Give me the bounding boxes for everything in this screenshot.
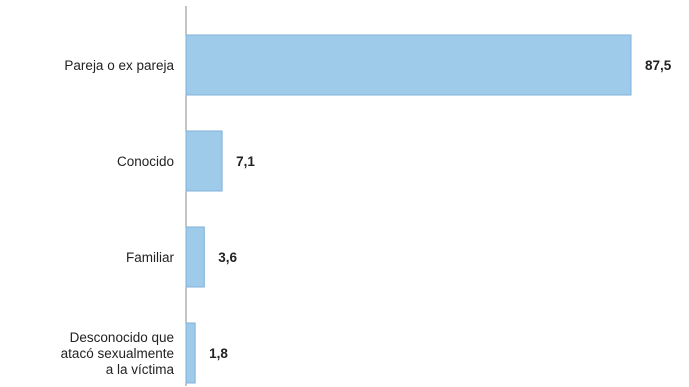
bar-2	[185, 226, 205, 288]
value-label-1: 7,1	[236, 154, 255, 169]
category-label-line: Pareja o ex pareja	[64, 58, 174, 73]
bar-0	[185, 34, 632, 96]
category-label-2: Familiar	[126, 250, 175, 265]
category-label-line: atacó sexualmente	[61, 346, 174, 361]
category-label-line: Desconocido que	[70, 330, 174, 345]
labels-layer: 87,5 Pareja o ex pareja 7,1 Conocido 3,6 Fami…	[61, 58, 672, 377]
bars-layer	[185, 34, 632, 384]
category-label-line: Familiar	[126, 250, 175, 265]
category-label-line: a la víctima	[106, 362, 175, 377]
value-label-0: 87,5	[645, 58, 672, 73]
value-label-3: 1,8	[209, 346, 228, 361]
category-label-line: Conocido	[117, 154, 174, 169]
category-label-1: Conocido	[117, 154, 174, 169]
category-label-0: Pareja o ex pareja	[64, 58, 174, 73]
bar-1	[185, 130, 223, 192]
value-label-2: 3,6	[218, 250, 237, 265]
category-label-3: Desconocido que atacó sexualmente a la víc…	[61, 330, 175, 377]
bar-3	[185, 322, 196, 384]
